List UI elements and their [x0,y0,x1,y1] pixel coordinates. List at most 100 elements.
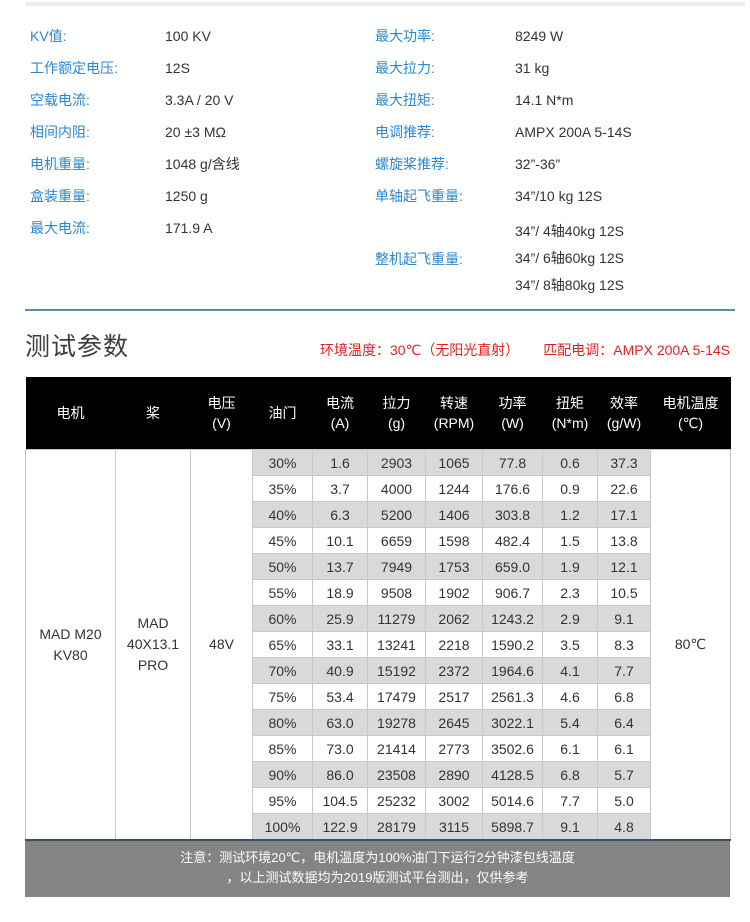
table-cell: 22.6 [597,475,651,502]
section-title: 测试参数 [25,333,130,361]
voltage-cell: 48V [190,449,253,841]
spec-label: 整机起飞重量: [375,250,463,267]
table-cell: 15192 [367,657,426,684]
table-cell: 55% [252,579,313,606]
table-cell: 6.4 [597,709,651,736]
column-header-power: 功率 (W) [482,377,543,450]
spec-row: 单轴起飞重量: 34”/10 kg 12S [375,180,750,212]
table-cell: 2645 [425,709,483,736]
table-cell: 1244 [425,475,483,502]
table-cell: 2561.3 [482,683,543,710]
table-cell: 30% [252,449,313,476]
spec-value: 3.3A / 20 V [165,92,234,108]
table-cell: 2890 [425,761,483,788]
column-unit: (N*m) [551,415,589,431]
spec-label: 空载电流: [30,92,90,108]
table-row: MAD M20 KV80 MAD 40X13.1 PRO 48V 30% 1.6 2903… [25,449,731,841]
table-cell: 5.0 [597,787,651,814]
spec-row: 最大电流: 171.9 A [30,212,345,244]
column-unit: (W) [501,415,524,431]
spec-label: 螺旋桨推荐: [375,156,449,172]
table-row: 70% 40.9 15192 2372 1964.6 4.1 7.7 [26,657,731,684]
table-row: 100% 122.9 28179 3115 5898.7 9.1 4.8 [26,813,731,841]
table-cell: 73.0 [312,735,368,762]
table-cell: 25.9 [312,605,368,632]
table-cell: 90% [252,761,313,788]
spec-row: 螺旋桨推荐: 32”-36” [375,148,750,180]
table-header-row: 电机 桨 电压 (V) 油门 电流 (A) 拉力 (g) 转速 (RPM) 功率 (W) 扭矩 (N*m) 效… [25,377,731,450]
column-unit: (A) [330,415,350,431]
spec-column-left: KV值: 100 KV 工作额定电压: 12S 空载电流: 3.3A / 20 V 相间内阻… [0,20,345,299]
table-cell: 2372 [425,657,483,684]
table-cell: 9.1 [542,813,598,841]
table-cell: 19278 [367,709,426,736]
table-cell: 85% [252,735,313,762]
table-cell: 28179 [367,813,426,841]
spec-label: 单轴起飞重量: [375,188,463,204]
table-cell: 7949 [367,553,426,580]
spec-row: 电机重量: 1048 g/含线 [30,148,345,180]
spec-section: KV值: 100 KV 工作额定电压: 12S 空载电流: 3.3A / 20 V 相间内阻… [0,20,750,299]
table-cell: 482.4 [482,527,543,554]
table-cell: 1.5 [542,527,598,554]
table-cell: 63.0 [312,709,368,736]
table-cell: 40.9 [312,657,368,684]
column-header-efficiency: 效率 (g/W) [597,377,651,450]
column-title: 效率 [610,395,638,411]
column-title: 油门 [268,405,297,421]
spec-row: 盒装重量: 1250 g [30,180,345,212]
table-cell: 5014.6 [482,787,543,814]
table-cell: 0.9 [542,475,598,502]
spec-label: 盒装重量: [30,188,90,204]
column-title: 桨 [146,405,160,421]
table-cell: 80% [252,709,313,736]
spec-label: 电机重量: [30,156,90,172]
column-header-temperature: 电机温度 (℃) [650,377,731,450]
table-cell: 2.9 [542,605,598,632]
table-cell: 53.4 [312,683,368,710]
spec-label: 最大扭矩: [375,92,435,108]
footer-note: 注意：测试环境20℃，电机温度为100%油门下运行2分钟漆包线温度 ，以上测试数… [25,841,730,897]
table-cell: 659.0 [482,553,543,580]
table-cell: 4128.5 [482,761,543,788]
table-cell: 2218 [425,631,483,658]
table-cell: 9.1 [597,605,651,632]
table-cell: 122.9 [312,813,368,841]
table-cell: 37.3 [597,449,651,476]
top-divider [25,2,745,6]
table-cell: 5.4 [542,709,598,736]
test-params-header: 测试参数 环境温度：30℃（无阳光直射） 匹配电调：AMPX 200A 5-14S [25,327,730,363]
table-cell: 4.8 [597,813,651,841]
section-divider [25,309,735,311]
table-row: 90% 86.0 23508 2890 4128.5 6.8 5.7 [26,761,731,788]
column-unit: (V) [212,415,231,431]
table-row: 95% 104.5 25232 3002 5014.6 7.7 5.0 [26,787,731,814]
column-unit: (RPM) [433,415,475,431]
table-row: 60% 25.9 11279 2062 1243.2 2.9 9.1 [26,605,731,632]
spec-value: 31 kg [515,60,550,76]
spec-value: 8249 W [515,28,564,44]
table-cell: 18.9 [312,579,368,606]
table-cell: 3.7 [312,475,368,502]
spec-value: 34”/10 kg 12S [515,188,603,204]
table-cell: 70% [252,657,313,684]
spec-value: AMPX 200A 5-14S [515,124,632,140]
table-cell: 21414 [367,735,426,762]
column-unit: (℃) [677,415,704,431]
spec-value: 20 ±3 MΩ [165,124,226,140]
table-cell: 1243.2 [482,605,543,632]
table-cell: 1753 [425,553,483,580]
spec-label: 最大功率: [375,28,435,44]
spec-row: 电调推荐: AMPX 200A 5-14S [375,116,750,148]
table-cell: 1590.2 [482,631,543,658]
column-title: 电机温度 [662,395,719,411]
table-cell: 2517 [425,683,483,710]
spec-label: 电调推荐: [375,124,435,140]
temperature-cell: 80℃ [650,449,731,841]
spec-value-line: 34”/ 8轴80kg 12S [515,277,624,293]
table-cell: 6.8 [597,683,651,710]
table-cell: 7.7 [597,657,651,684]
table-cell: 1598 [425,527,483,554]
table-cell: 4000 [367,475,426,502]
table-cell: 1.6 [312,449,368,476]
